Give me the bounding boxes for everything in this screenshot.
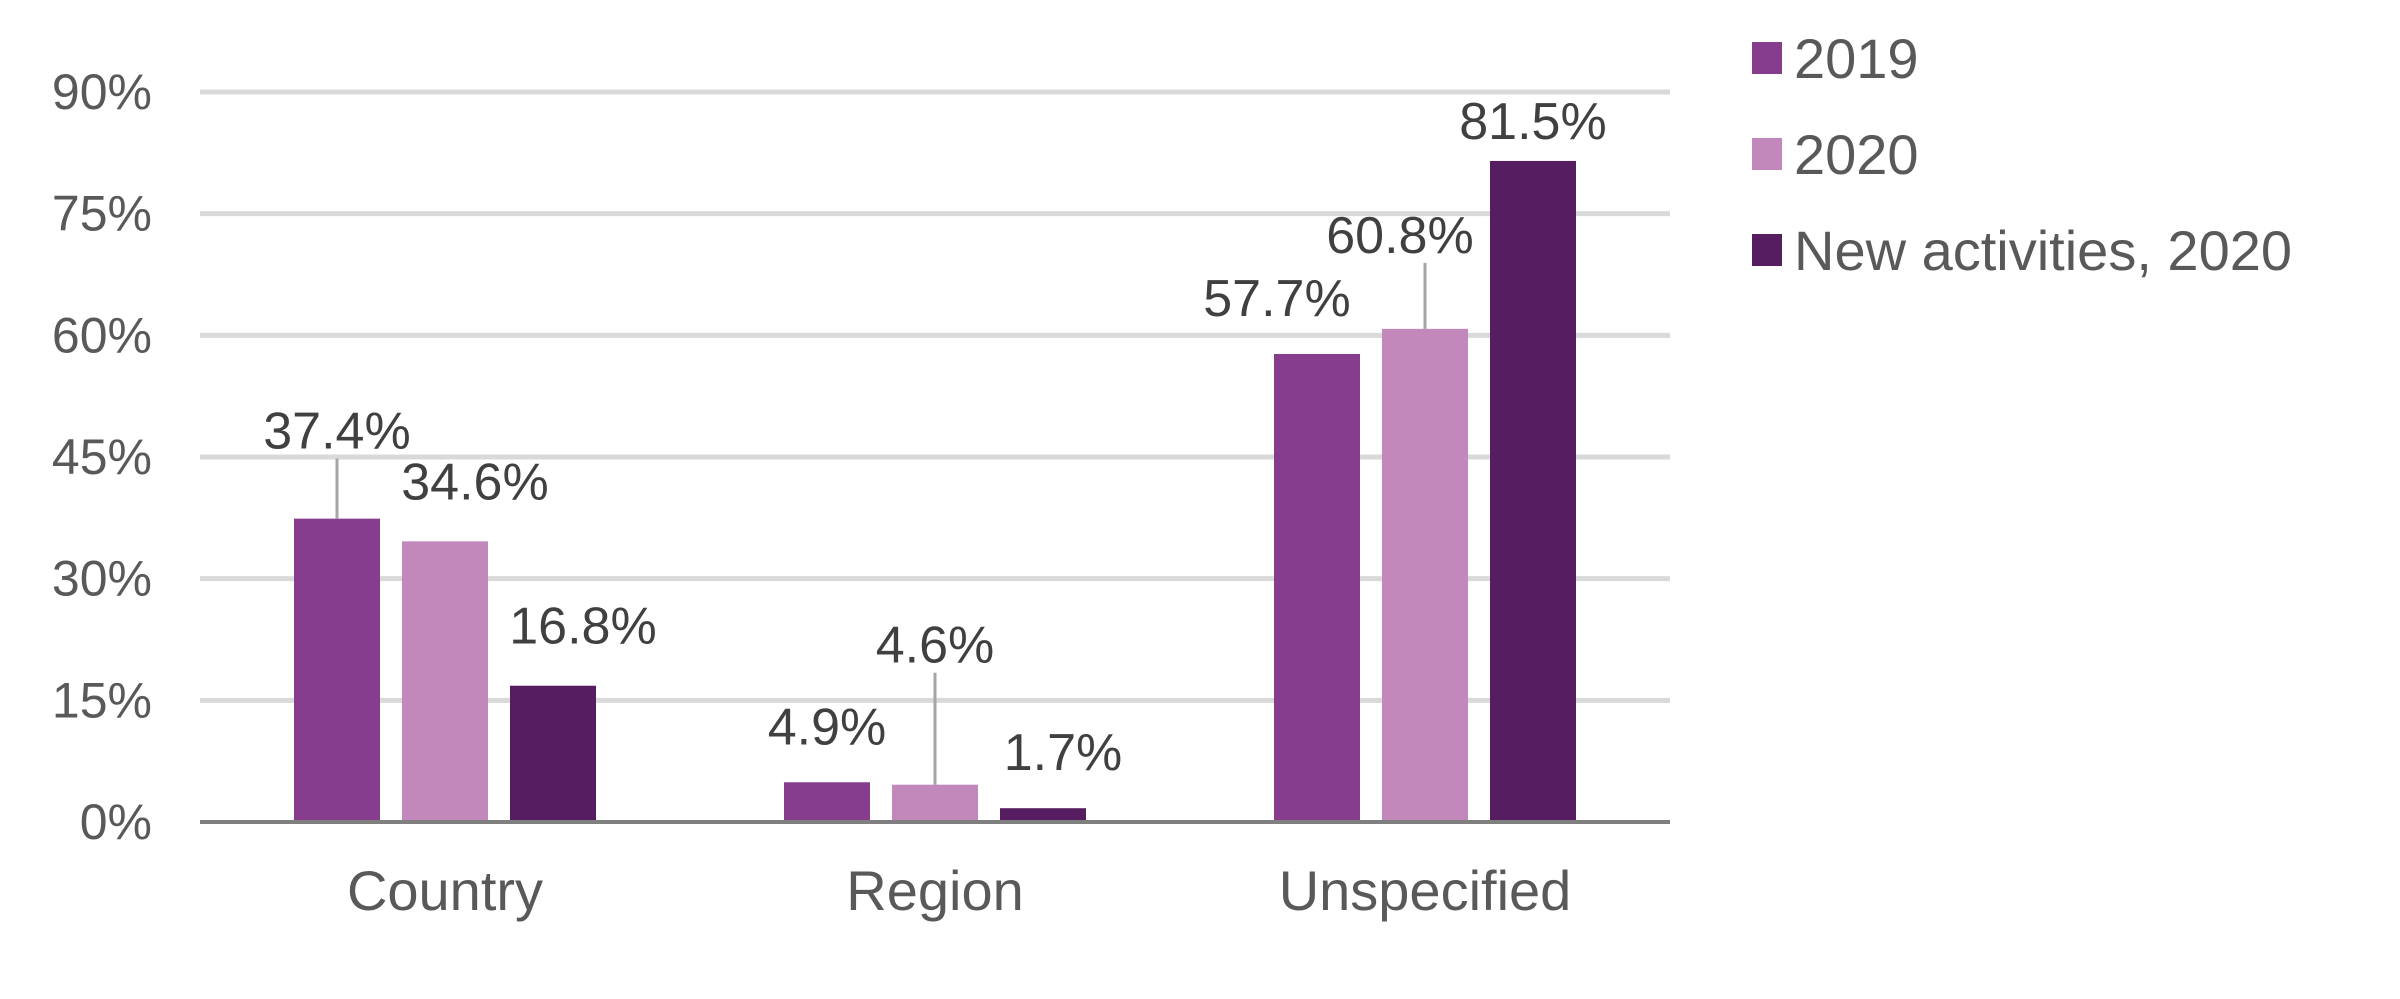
y-tick-label: 45% (52, 429, 152, 485)
data-label: 60.8% (1326, 207, 1473, 265)
data-label: 81.5% (1459, 93, 1606, 151)
bar-new-activities-2020-country (510, 685, 596, 822)
data-label: 16.8% (509, 598, 656, 656)
legend-swatch-new-activities-2020 (1752, 234, 1782, 266)
data-label: 4.6% (876, 617, 995, 675)
legend-swatch-2020 (1752, 138, 1782, 170)
x-category-label: Region (846, 859, 1023, 922)
y-tick-label: 15% (52, 672, 152, 728)
axes: 0% 15% 30% 45% 60% 75% 90% Country Region Unspeci… (52, 64, 1670, 922)
bar-new-activities-2020-unspecified (1490, 160, 1576, 822)
legend-label: 2020 (1794, 123, 1919, 186)
data-label: 57.7% (1203, 270, 1350, 328)
y-tick-label: 60% (52, 307, 152, 363)
bar-2019-unspecified (1274, 353, 1360, 822)
x-category-label: Unspecified (1279, 859, 1572, 922)
bar-new-activities-2020-region (1000, 808, 1086, 822)
legend: 2019 2020 New activities, 2020 (1752, 27, 2292, 282)
data-label: 34.6% (401, 453, 548, 511)
data-label: 1.7% (1004, 724, 1123, 782)
legend-label: New activities, 2020 (1794, 219, 2292, 282)
y-tick-label: 90% (52, 64, 152, 120)
bar-2020-region (892, 784, 978, 822)
bar-2019-region (784, 782, 870, 822)
bar-2020-country (402, 541, 488, 822)
legend-label: 2019 (1794, 27, 1919, 90)
bars (294, 160, 1576, 822)
leader-lines (335, 262, 1427, 785)
bar-2020-unspecified (1382, 328, 1468, 822)
data-label: 37.4% (263, 403, 410, 461)
x-category-label: Country (347, 859, 543, 922)
legend-swatch-2019 (1752, 42, 1782, 74)
y-tick-label: 0% (80, 794, 152, 850)
y-tick-label: 30% (52, 551, 152, 607)
data-label: 4.9% (768, 698, 887, 756)
bar-2019-country (294, 518, 380, 822)
y-tick-label: 75% (52, 186, 152, 242)
data-labels: 37.4%34.6% 16.8% 4.9% 4.6%1.7% 57.7%60.8% 81.… (263, 93, 1606, 782)
